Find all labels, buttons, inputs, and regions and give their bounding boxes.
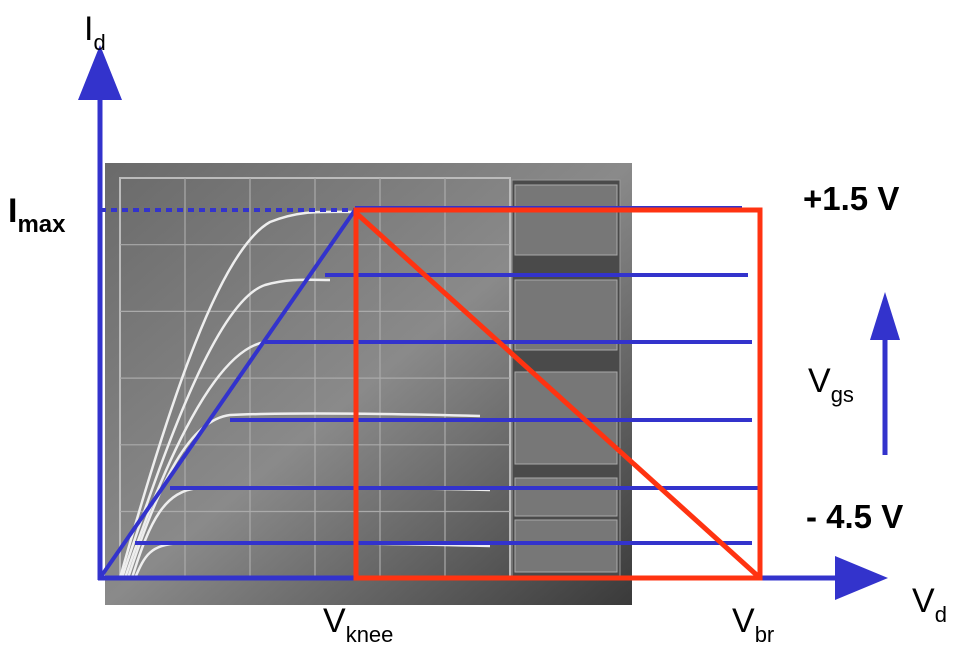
symbol: V (732, 602, 755, 640)
subscript: max (17, 211, 66, 238)
vknee-label: Vknee (323, 602, 393, 646)
subscript: br (755, 622, 775, 646)
y-axis-label: Id (84, 10, 106, 55)
x-axis-label: Vd (912, 582, 947, 627)
diagram: Id Vd Imax +1.5 V - 4.5 V Vgs Vknee Vbr (0, 0, 960, 646)
vgs-label: Vgs (808, 362, 854, 407)
symbol: V (323, 602, 346, 640)
imax-label: Imax (8, 192, 66, 238)
symbol: V (808, 362, 831, 400)
oscilloscope-screen (105, 163, 632, 605)
subscript: gs (831, 382, 854, 407)
symbol: V (912, 582, 935, 620)
vgs-bottom-label: - 4.5 V (806, 498, 903, 535)
subscript: knee (346, 622, 394, 646)
vgs-arrow (870, 292, 900, 455)
symbol: I (84, 10, 93, 48)
subscript: d (93, 30, 105, 55)
subscript: d (935, 602, 947, 627)
vbr-label: Vbr (732, 602, 774, 646)
symbol: I (8, 192, 17, 230)
vgs-top-label: +1.5 V (803, 180, 899, 217)
